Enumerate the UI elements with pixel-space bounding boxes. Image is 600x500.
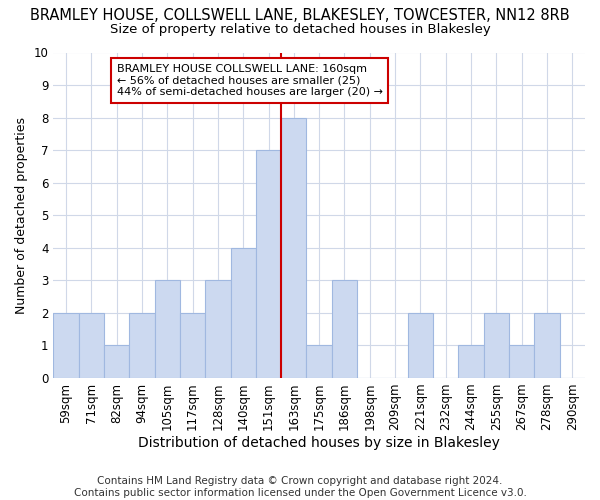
Bar [307, 346, 332, 378]
Bar [408, 313, 433, 378]
Text: Contains HM Land Registry data © Crown copyright and database right 2024.
Contai: Contains HM Land Registry data © Crown c… [74, 476, 526, 498]
X-axis label: Distribution of detached houses by size in Blakesley: Distribution of detached houses by size … [138, 436, 500, 450]
Bar [256, 150, 281, 378]
Bar [484, 313, 509, 378]
Bar [79, 313, 104, 378]
Bar [129, 313, 155, 378]
Text: BRAMLEY HOUSE COLLSWELL LANE: 160sqm
← 56% of detached houses are smaller (25)
4: BRAMLEY HOUSE COLLSWELL LANE: 160sqm ← 5… [116, 64, 383, 97]
Text: Size of property relative to detached houses in Blakesley: Size of property relative to detached ho… [110, 22, 490, 36]
Bar [509, 346, 535, 378]
Bar [180, 313, 205, 378]
Bar [155, 280, 180, 378]
Text: BRAMLEY HOUSE, COLLSWELL LANE, BLAKESLEY, TOWCESTER, NN12 8RB: BRAMLEY HOUSE, COLLSWELL LANE, BLAKESLEY… [30, 8, 570, 22]
Bar [104, 346, 129, 378]
Bar [205, 280, 230, 378]
Bar [281, 118, 307, 378]
Bar [535, 313, 560, 378]
Bar [53, 313, 79, 378]
Bar [458, 346, 484, 378]
Bar [230, 248, 256, 378]
Bar [332, 280, 357, 378]
Y-axis label: Number of detached properties: Number of detached properties [15, 116, 28, 314]
